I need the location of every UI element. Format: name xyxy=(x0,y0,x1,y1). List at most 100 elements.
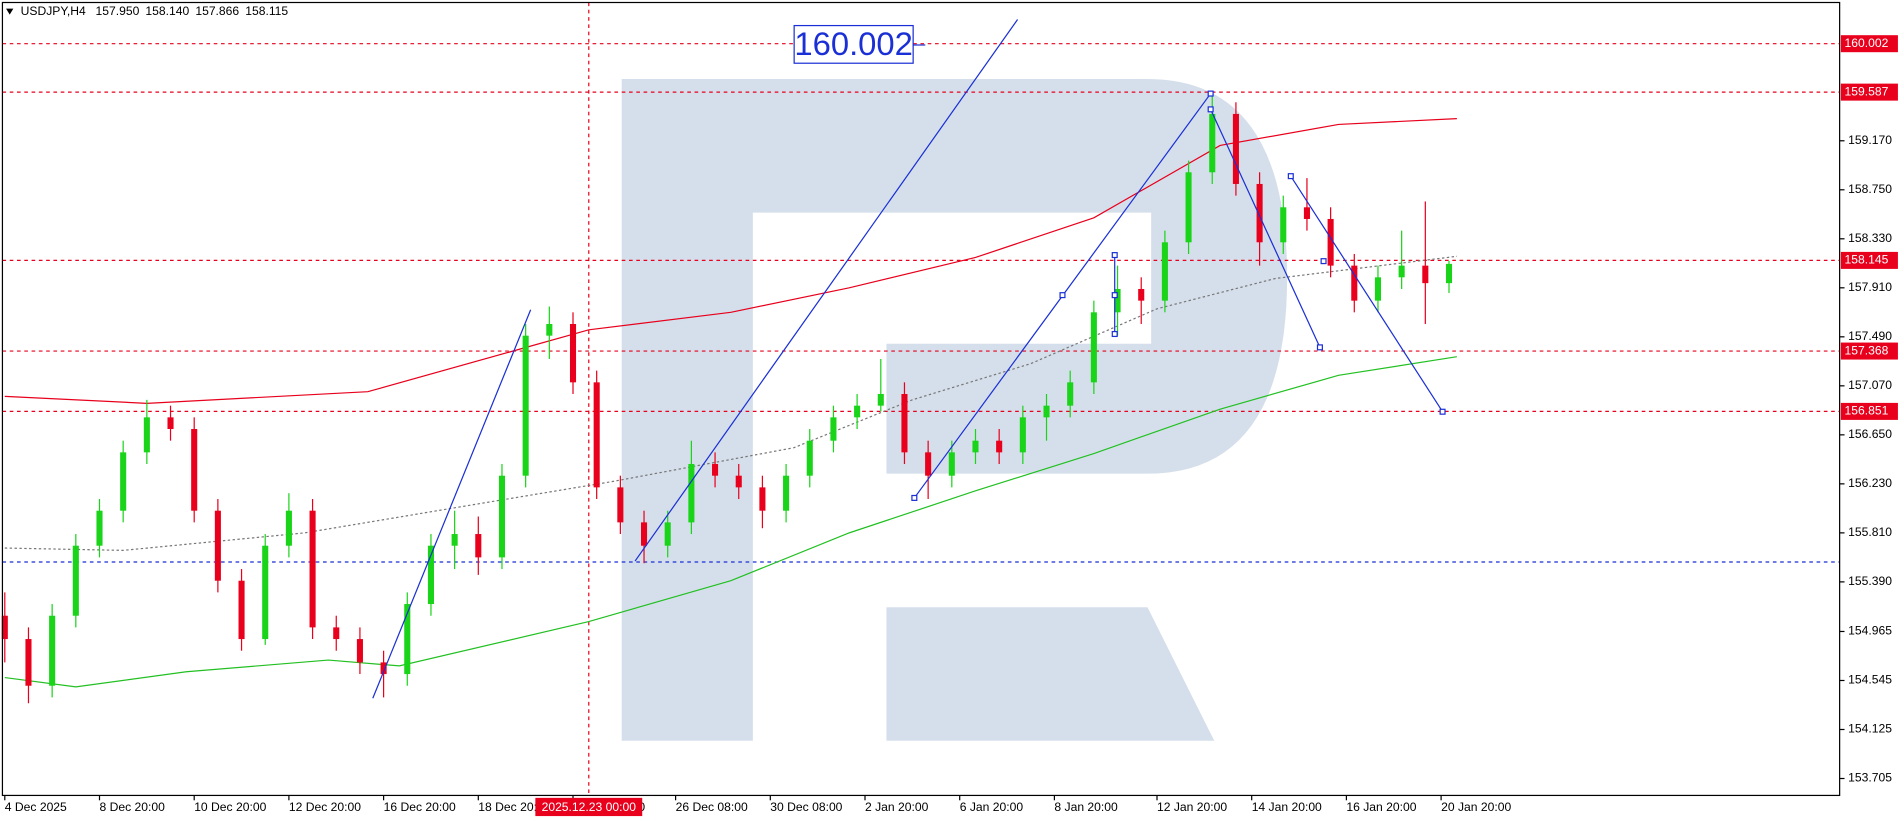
candle-body xyxy=(72,545,79,616)
anchor xyxy=(1439,408,1446,415)
candle-body xyxy=(238,580,245,640)
candle-body xyxy=(972,440,979,453)
candle-body xyxy=(569,323,577,383)
candle-body xyxy=(475,534,482,558)
anchor xyxy=(1287,173,1294,180)
candle-body xyxy=(1422,265,1429,284)
candle-body xyxy=(664,522,671,546)
y-tick-label: 159.170 xyxy=(1848,133,1892,147)
candle-body xyxy=(806,440,813,476)
anchor xyxy=(1320,258,1327,265)
y-tick-label: 153.705 xyxy=(1848,771,1892,785)
symbol: USDJPY,H4 xyxy=(21,4,86,18)
candle-body xyxy=(451,534,458,546)
y-tick-label: 154.125 xyxy=(1848,722,1892,736)
candle-body xyxy=(356,639,363,663)
candle-body xyxy=(214,510,221,581)
candle-body xyxy=(1351,265,1358,301)
candle-body xyxy=(735,475,742,488)
anchor xyxy=(1316,344,1323,351)
candle-body xyxy=(1256,183,1263,243)
candle-body xyxy=(1209,113,1216,173)
crosshair-label-box xyxy=(535,797,643,817)
level-label: 158.145 xyxy=(1845,253,1889,267)
anchor xyxy=(1111,330,1118,338)
candle-body xyxy=(1067,382,1074,406)
x-tick-label: 10 Dec 20:00 xyxy=(194,800,266,814)
level-label-box xyxy=(1840,35,1898,53)
candle-body xyxy=(333,627,340,640)
y-tick-label: 157.490 xyxy=(1848,329,1892,343)
candle-body xyxy=(640,522,648,546)
candle-body xyxy=(1161,242,1168,301)
candle-body xyxy=(1445,263,1453,284)
candle-body xyxy=(877,394,884,406)
candle-body xyxy=(1303,207,1310,219)
candle-body xyxy=(404,604,411,675)
candle-body xyxy=(49,615,56,686)
moving-average xyxy=(4,356,1457,688)
candle-body xyxy=(759,487,766,511)
y-tick-label: 156.650 xyxy=(1848,427,1892,441)
candle-body xyxy=(593,382,600,488)
candle-body xyxy=(167,417,174,430)
anchor xyxy=(911,494,918,501)
candle-body xyxy=(948,452,955,476)
candle-body xyxy=(498,475,506,558)
x-tick-label: 16 Dec 20:00 xyxy=(384,800,456,814)
watermark-leg xyxy=(886,607,1215,741)
candle-body xyxy=(262,545,269,640)
candle-body xyxy=(1374,277,1382,301)
y-tick-label: 155.810 xyxy=(1848,525,1892,539)
x-tick-label: 2 Jan 20:00 xyxy=(865,800,929,814)
candle-body xyxy=(546,323,553,336)
x-tick-label: 20 Jan 20:00 xyxy=(1441,800,1511,814)
y-tick-label: 158.330 xyxy=(1848,231,1892,245)
y-tick-label: 154.965 xyxy=(1848,624,1892,638)
anchor xyxy=(1207,106,1214,113)
candle-body xyxy=(901,394,908,453)
candle-body xyxy=(1398,265,1405,278)
candle-body xyxy=(1114,288,1121,313)
trend-line xyxy=(634,19,1019,562)
x-tick-label: 4 Dec 2025 xyxy=(5,800,67,814)
y-tick-label: 158.750 xyxy=(1848,182,1892,196)
candle-body xyxy=(1,615,8,640)
candle-body xyxy=(143,417,150,453)
level-callout: 160.002 xyxy=(794,25,912,62)
watermark-r xyxy=(621,79,1288,741)
candle-body xyxy=(783,475,790,511)
candle-body xyxy=(309,510,316,628)
anchor xyxy=(1207,90,1214,97)
anchor xyxy=(1111,252,1118,259)
trend-line xyxy=(1290,175,1444,413)
candle-body xyxy=(1138,288,1145,301)
ohlc-high: 158.140 xyxy=(145,4,189,18)
candle-body xyxy=(1090,312,1097,383)
level-label: 159.587 xyxy=(1845,84,1889,98)
menu-arrow xyxy=(6,8,14,15)
trend-line xyxy=(372,309,532,699)
candle-body xyxy=(120,452,127,511)
level-label-box xyxy=(1840,83,1898,101)
candle-body xyxy=(96,510,103,546)
candle-body xyxy=(1327,218,1334,266)
y-tick-label: 156.230 xyxy=(1848,476,1892,490)
x-tick-label: 18 Dec 20:00 xyxy=(478,800,550,814)
header: USDJPY,H4 157.950 158.140 157.866 158.115 xyxy=(21,4,289,18)
level-label: 160.002 xyxy=(1845,36,1889,50)
candle-body xyxy=(1043,405,1050,418)
ohlc-open: 157.950 xyxy=(95,4,139,18)
trend-line xyxy=(1210,109,1321,348)
axes: 159.170 158.750 158.330 157.910 157.490 157.0… xyxy=(4,35,1898,817)
candle-body xyxy=(854,405,861,418)
candle-body xyxy=(996,440,1003,453)
level-label-box xyxy=(1840,251,1898,269)
ohlc-low: 157.866 xyxy=(195,4,239,18)
candle-body xyxy=(285,510,292,546)
x-tick-label: 8 Dec 20:00 xyxy=(99,800,165,814)
candle-body xyxy=(427,545,434,605)
anchor xyxy=(1059,292,1066,299)
